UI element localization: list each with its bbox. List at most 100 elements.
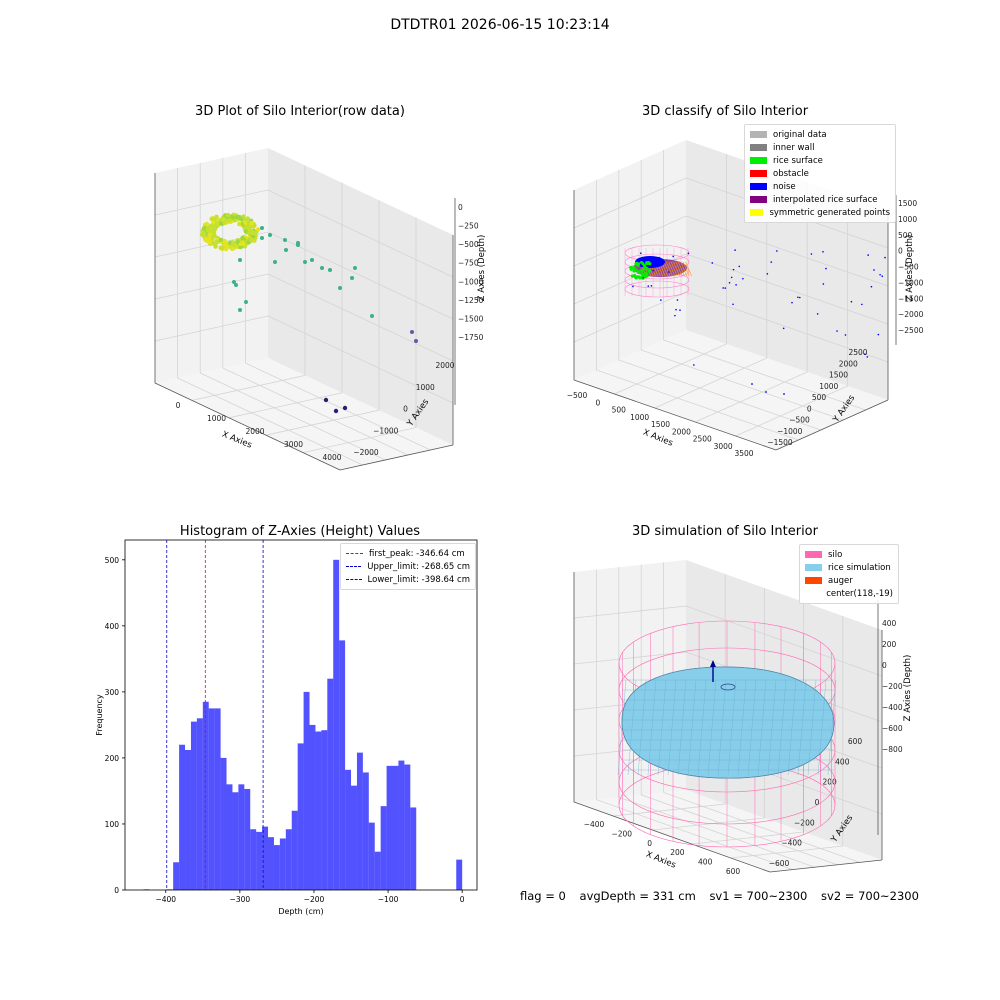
sim-ztick-1: 200 xyxy=(882,640,897,649)
histogram-bar xyxy=(356,752,363,890)
cls-ytick-5: 1000 xyxy=(819,382,838,391)
cls-ytick-8: 2500 xyxy=(848,348,867,357)
histogram-title: Histogram of Z-Axies (Height) Values xyxy=(179,524,421,539)
rice-mesh xyxy=(617,679,837,776)
sim-legend-item: silo xyxy=(805,548,893,561)
cls-ytick-3: 0 xyxy=(807,404,812,413)
sim-ztick-0: 400 xyxy=(882,619,897,628)
histogram-bar xyxy=(173,862,180,890)
cls-ztick-8: −2500 xyxy=(898,326,924,335)
sim-ztick-6: −800 xyxy=(882,745,903,754)
cls-legend-item: symmetric generated points xyxy=(750,206,890,219)
cls-xtick-8: 3500 xyxy=(734,449,753,458)
raw-3d-plot: 0 1000 2000 3000 4000 −2000 −1000 0 1000 2000 0 −25… xyxy=(154,148,487,471)
raw-ytick-2: 0 xyxy=(403,405,408,414)
cls-ytick-7: 2000 xyxy=(839,359,858,368)
center-marker xyxy=(720,683,736,691)
hist-ytick-5: 500 xyxy=(105,556,120,565)
sim-ytick-4: 200 xyxy=(823,778,838,787)
raw-ytick-4: 2000 xyxy=(435,361,454,370)
histogram-legend: first_peak: -346.64 cm Upper_limit: -268.… xyxy=(340,543,476,590)
cls-xtick-4: 1500 xyxy=(651,420,670,429)
histogram-bar xyxy=(220,757,227,890)
cls-legend-label: noise xyxy=(773,181,796,192)
sim-ztick-2: 0 xyxy=(882,661,887,670)
cls-ztick-2: 500 xyxy=(898,231,913,240)
raw-ztick-7: −1750 xyxy=(458,333,484,342)
auger-arrow xyxy=(710,660,716,667)
cls-point-cloud xyxy=(624,244,886,395)
sim-xtick-1: −200 xyxy=(611,829,632,838)
histogram-bar xyxy=(244,788,251,890)
cls-xtick-7: 3000 xyxy=(714,442,733,451)
histogram-frame xyxy=(124,539,478,891)
histogram-bar xyxy=(202,701,209,890)
cls-legend-label: rice surface xyxy=(773,155,823,166)
cls-xtick-0: −500 xyxy=(567,391,588,400)
cls-xtick-5: 2000 xyxy=(672,427,691,436)
histogram-bar xyxy=(339,640,346,890)
hist-ytick-1: 100 xyxy=(105,820,120,829)
histogram-bar xyxy=(368,822,375,890)
cls-zlabel: Z Axies (Depth) xyxy=(905,235,915,302)
sim-legend-label: auger xyxy=(828,575,853,586)
histogram-bar xyxy=(321,730,328,890)
hist-legend-item: first_peak: -346.64 cm xyxy=(346,547,470,560)
histogram-bar xyxy=(297,743,304,890)
cls-legend-item: obstacle xyxy=(750,167,890,180)
cls-legend-item: original data xyxy=(750,128,890,141)
avg-depth-text: avgDepth = 331 cm xyxy=(579,889,696,903)
raw-ztick-5: −1250 xyxy=(458,296,484,305)
histogram-bar xyxy=(362,772,369,890)
hist-legend-line xyxy=(346,553,363,554)
sim-legend-item: auger xyxy=(805,574,893,587)
cls-xtick-3: 1000 xyxy=(630,413,649,422)
raw-xtick-4: 4000 xyxy=(322,453,341,462)
histogram-bar xyxy=(456,859,463,890)
histogram-bar xyxy=(291,810,298,890)
cls-ztick-6: −1500 xyxy=(898,294,924,303)
sim-ylabel: Y Axies xyxy=(829,813,856,845)
histogram-bar xyxy=(398,760,405,890)
sim-ztick-5: −600 xyxy=(882,724,903,733)
cls-legend-swatch xyxy=(750,183,767,190)
flag-text: flag = 0 xyxy=(520,889,566,903)
histogram-bar xyxy=(404,764,411,890)
sim-legend-swatch xyxy=(805,564,822,571)
hist-ytick-2: 200 xyxy=(105,754,120,763)
histogram-bar xyxy=(196,718,203,890)
histogram-bar xyxy=(273,845,280,890)
classify-legend: original data inner wall rice surface obsta… xyxy=(744,124,896,223)
sim-ytick-3: 0 xyxy=(815,798,820,807)
raw-zlabel: Z Axies (Depth) xyxy=(477,235,487,302)
sim-ytick-2: −200 xyxy=(794,818,815,827)
raw-ytick-1: −1000 xyxy=(373,426,399,435)
cls-legend-swatch xyxy=(750,157,767,164)
cls-legend-label: original data xyxy=(773,129,827,140)
raw-ztick-4: −1000 xyxy=(458,277,484,286)
cls-legend-item: noise xyxy=(750,180,890,193)
sim-legend-swatch xyxy=(805,577,822,584)
cls-ztick-5: −1000 xyxy=(898,278,924,287)
raw-xtick-1: 1000 xyxy=(207,414,226,423)
histogram-bars xyxy=(143,559,463,890)
histogram-bar xyxy=(190,721,197,890)
histogram-bar xyxy=(285,829,292,890)
simulation-plot-title: 3D simulation of Silo Interior xyxy=(632,524,818,539)
raw-ztick-0: 0 xyxy=(458,203,463,212)
histogram-bar xyxy=(315,731,322,890)
hist-xtick-1: −300 xyxy=(230,895,251,904)
cls-legend-swatch xyxy=(750,144,767,151)
raw-point-cloud xyxy=(199,212,418,414)
histogram-bar xyxy=(262,826,269,890)
histogram-bar xyxy=(386,765,393,890)
cls-ztick-3: 0 xyxy=(898,247,903,256)
histogram-bar xyxy=(214,708,221,890)
raw-ylabel: Y Axies xyxy=(405,397,432,429)
sim-legend-item: rice simulation xyxy=(805,561,893,574)
histogram-bar xyxy=(179,744,186,890)
raw-xtick-2: 2000 xyxy=(245,427,264,436)
cls-ylabel: Y Axies xyxy=(831,393,858,425)
histogram-bar xyxy=(410,807,417,890)
histogram-bar xyxy=(327,678,334,890)
